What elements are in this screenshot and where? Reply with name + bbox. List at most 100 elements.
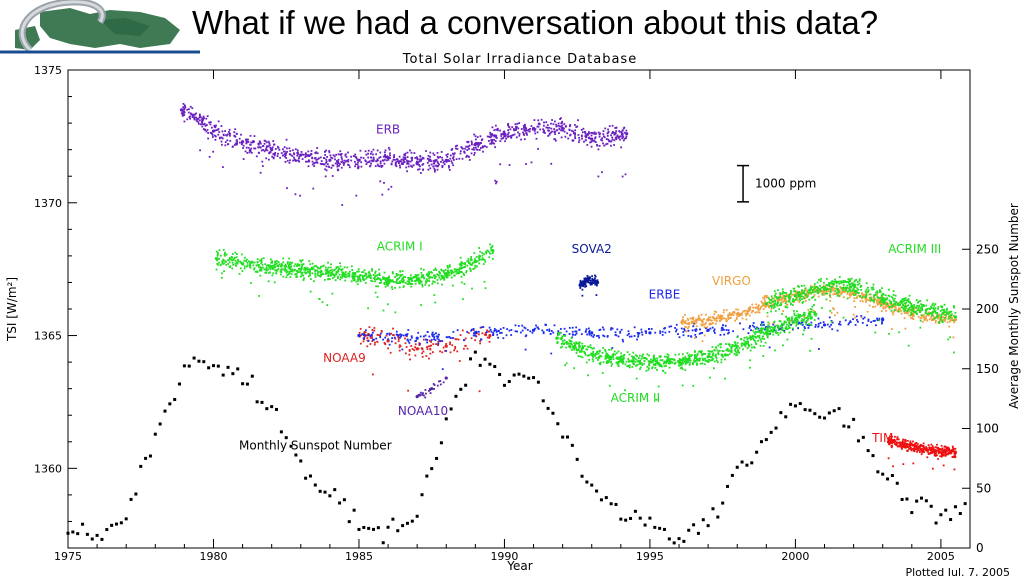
data-point — [325, 270, 329, 274]
data-point — [590, 131, 593, 134]
data-point — [778, 308, 781, 311]
data-point — [272, 266, 275, 269]
data-point — [363, 269, 366, 272]
data-point — [430, 160, 432, 163]
data-point — [807, 308, 810, 311]
data-point — [791, 318, 793, 321]
data-point — [706, 328, 710, 332]
data-point — [657, 363, 660, 366]
data-point — [707, 361, 709, 363]
data-point — [882, 305, 885, 308]
data-point — [866, 324, 868, 327]
data-point — [366, 161, 369, 164]
data-point — [648, 363, 650, 366]
data-point — [445, 350, 448, 352]
data-point — [758, 336, 761, 339]
data-point — [583, 351, 586, 354]
data-point — [387, 338, 390, 341]
data-point — [702, 359, 704, 361]
data-point — [828, 287, 831, 290]
data-point — [564, 341, 567, 344]
data-point — [411, 159, 413, 162]
data-point — [904, 304, 907, 306]
data-point — [607, 131, 610, 134]
data-point — [329, 269, 332, 272]
data-point — [819, 289, 822, 292]
data-point — [203, 128, 206, 131]
data-point — [530, 161, 533, 164]
data-point — [316, 266, 319, 268]
data-point — [925, 310, 928, 312]
data-point — [783, 300, 786, 302]
data-point — [460, 281, 463, 284]
data-point — [872, 320, 875, 322]
data-point — [298, 160, 301, 163]
data-point — [488, 333, 492, 338]
data-point — [619, 356, 622, 359]
data-point — [228, 258, 231, 261]
data-point — [456, 350, 459, 353]
data-point — [742, 328, 745, 331]
data-point — [439, 278, 442, 281]
data-point — [569, 342, 571, 345]
data-point — [205, 117, 208, 120]
data-point — [785, 300, 788, 303]
data-point — [668, 361, 671, 364]
data-point — [633, 335, 636, 337]
data-point — [745, 313, 748, 316]
data-point — [249, 261, 251, 263]
data-point — [872, 286, 874, 289]
data-point — [436, 279, 439, 281]
data-point — [667, 359, 670, 362]
data-point — [863, 296, 866, 298]
data-point — [475, 330, 478, 333]
data-point — [397, 335, 400, 338]
data-point — [209, 131, 212, 134]
data-point — [594, 283, 597, 286]
data-point — [848, 322, 851, 325]
data-point — [434, 267, 437, 270]
data-point — [372, 277, 375, 280]
data-point — [591, 347, 594, 350]
data-point — [674, 327, 676, 329]
data-point — [795, 314, 798, 317]
data-point — [767, 304, 770, 307]
data-point — [761, 328, 763, 331]
data-point — [573, 367, 576, 370]
data-point — [904, 307, 907, 309]
data-point — [457, 338, 460, 341]
data-point — [534, 132, 537, 135]
data-point — [684, 313, 686, 316]
data-point — [561, 126, 565, 131]
data-point — [591, 139, 594, 142]
data-point — [866, 299, 869, 301]
data-point — [557, 124, 560, 127]
data-point — [335, 153, 338, 156]
data-point — [576, 349, 578, 351]
data-point — [860, 292, 863, 294]
data-point — [488, 330, 490, 333]
data-point — [448, 264, 451, 266]
data-point — [396, 282, 399, 284]
data-point — [768, 301, 771, 304]
data-point — [700, 323, 703, 326]
data-point — [451, 344, 454, 347]
data-point — [445, 160, 448, 163]
data-point — [322, 163, 324, 165]
data-point — [784, 305, 787, 308]
data-point — [211, 129, 216, 133]
data-point — [332, 273, 335, 276]
data-point — [766, 327, 769, 330]
data-point — [587, 374, 590, 377]
data-point — [584, 131, 587, 134]
data-point — [472, 267, 475, 270]
data-point — [489, 133, 492, 136]
data-point — [722, 309, 725, 312]
data-point — [400, 280, 403, 282]
data-point — [580, 128, 583, 131]
data-point — [404, 156, 407, 159]
data-point — [762, 335, 765, 338]
data-point — [644, 357, 647, 359]
data-point — [247, 146, 250, 149]
data-point — [430, 344, 433, 347]
